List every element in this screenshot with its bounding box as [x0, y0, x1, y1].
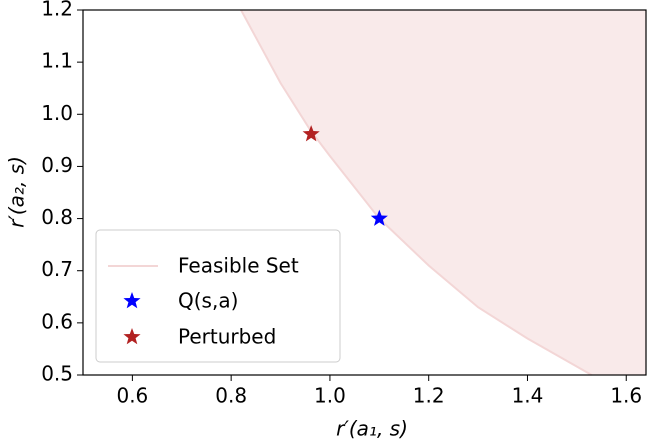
x-tick-label: 1.0 — [314, 384, 346, 408]
legend-box — [95, 229, 341, 363]
y-tick-label: 0.9 — [41, 153, 73, 177]
legend-label: Feasible Set — [178, 254, 299, 278]
y-tick-label: 0.7 — [41, 257, 73, 281]
star-marker — [370, 209, 388, 226]
legend-marker — [123, 328, 141, 345]
y-tick-label: 0.5 — [41, 362, 73, 386]
x-axis-label: r′(a₁, s) — [336, 417, 408, 441]
x-tick-label: 1.2 — [413, 384, 445, 408]
legend-label: Q(s,a) — [178, 289, 238, 313]
x-tick-label: 1.4 — [512, 384, 544, 408]
feasible-region — [241, 10, 646, 375]
y-tick-label: 0.8 — [41, 205, 73, 229]
y-tick-label: 1.0 — [41, 101, 73, 125]
y-tick-label: 1.1 — [41, 49, 73, 73]
y-tick-label: 0.6 — [41, 309, 73, 333]
legend-marker — [123, 292, 141, 309]
x-tick-label: 0.8 — [215, 384, 247, 408]
legend-label: Perturbed — [178, 325, 276, 349]
x-tick-label: 1.6 — [610, 384, 642, 408]
plot-frame — [82, 9, 647, 376]
star-marker — [302, 125, 320, 142]
y-tick-label: 1.2 — [41, 0, 73, 21]
y-axis-label: r′(a₂, s) — [5, 156, 29, 228]
x-tick-label: 0.6 — [116, 384, 148, 408]
